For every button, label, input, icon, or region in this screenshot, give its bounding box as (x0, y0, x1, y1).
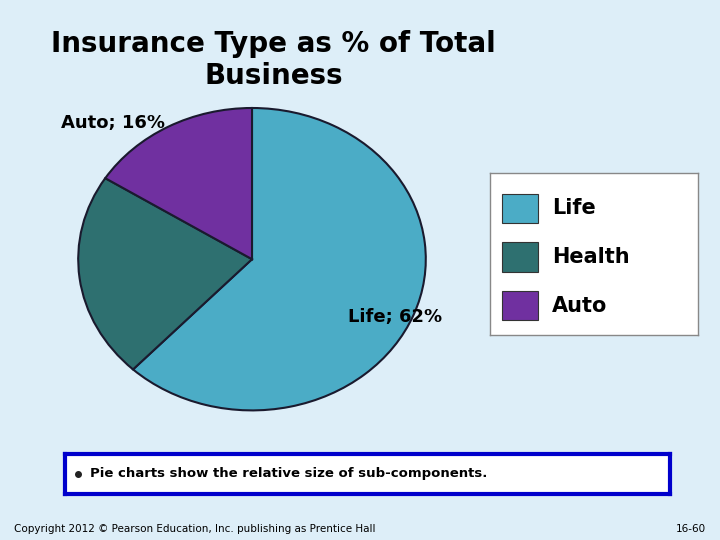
Text: Pie charts show the relative size of sub-components.: Pie charts show the relative size of sub… (90, 467, 487, 481)
Wedge shape (133, 108, 426, 410)
Text: Auto; 16%: Auto; 16% (60, 114, 165, 132)
Wedge shape (78, 178, 252, 369)
Text: Health; 22%: Health; 22% (0, 539, 1, 540)
Text: Life: Life (552, 198, 596, 219)
Bar (502, 194, 538, 223)
Wedge shape (105, 108, 252, 259)
Bar (502, 242, 538, 272)
Text: Copyright 2012 © Pearson Education, Inc. publishing as Prentice Hall: Copyright 2012 © Pearson Education, Inc.… (14, 523, 376, 534)
Bar (502, 291, 538, 320)
Text: Auto: Auto (552, 295, 608, 316)
Text: Insurance Type as % of Total
Business: Insurance Type as % of Total Business (51, 30, 496, 90)
Text: 16-60: 16-60 (675, 523, 706, 534)
Text: Health: Health (552, 247, 630, 267)
Text: Life; 62%: Life; 62% (348, 308, 441, 326)
